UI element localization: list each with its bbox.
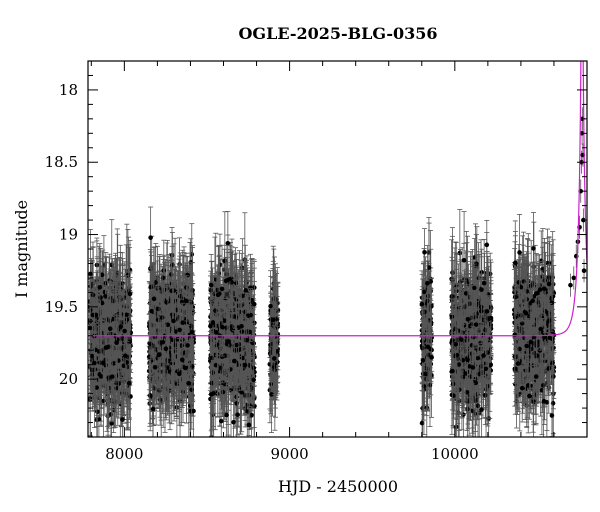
- season-3: [207, 210, 257, 443]
- data-point: [179, 299, 185, 305]
- data-points: [88, 107, 587, 443]
- data-point: [114, 340, 119, 345]
- season-1: [88, 219, 134, 437]
- data-point: [98, 295, 103, 300]
- data-point: [188, 408, 193, 414]
- data-point: [107, 326, 113, 332]
- data-point: [98, 374, 104, 379]
- data-point: [159, 315, 165, 320]
- data-point: [122, 328, 127, 334]
- season-2: [146, 206, 197, 437]
- data-point: [186, 381, 191, 386]
- data-point: [170, 337, 175, 343]
- data-point: [149, 308, 155, 314]
- data-point: [166, 358, 171, 364]
- data-point: [156, 352, 162, 358]
- data-point: [127, 291, 133, 297]
- data-point: [109, 374, 115, 379]
- data-point: [148, 341, 154, 347]
- data-point: [185, 343, 190, 348]
- data-point: [88, 325, 93, 331]
- data-point: [226, 438, 231, 443]
- data-point: [109, 421, 114, 426]
- data-point: [126, 380, 132, 386]
- chart-title: OGLE-2025-BLG-0356: [238, 24, 437, 43]
- data-point: [153, 280, 159, 285]
- data-point: [188, 323, 194, 329]
- data-point: [177, 371, 182, 377]
- data-point: [179, 357, 185, 363]
- data-point: [148, 235, 153, 240]
- data-point: [157, 397, 163, 402]
- data-point: [156, 306, 161, 312]
- data-point: [88, 271, 93, 277]
- data-point: [184, 298, 189, 304]
- data-point: [148, 284, 154, 290]
- data-point: [118, 324, 124, 329]
- data-point: [189, 329, 195, 335]
- data-point: [163, 346, 169, 352]
- data-point: [189, 387, 194, 393]
- data-point: [178, 294, 183, 299]
- data-point: [95, 409, 100, 415]
- data-point: [165, 322, 171, 328]
- data-point: [147, 393, 153, 398]
- data-point: [99, 300, 105, 306]
- data-point: [179, 343, 184, 348]
- data-point: [124, 312, 129, 318]
- data-point: [150, 406, 156, 412]
- data-point: [127, 339, 133, 345]
- data-point: [123, 353, 128, 359]
- data-point: [177, 327, 182, 333]
- data-point: [146, 354, 152, 360]
- data-point: [97, 284, 103, 290]
- data-point: [89, 353, 95, 359]
- data-point: [94, 385, 99, 390]
- data-point: [183, 365, 188, 371]
- data-point: [185, 272, 190, 278]
- data-point: [160, 339, 166, 345]
- data-point: [151, 296, 157, 302]
- data-point: [152, 364, 158, 370]
- data-point: [161, 268, 167, 273]
- data-point: [100, 360, 106, 366]
- data-point: [102, 289, 108, 295]
- data-point: [171, 318, 176, 324]
- data-point: [121, 363, 127, 369]
- data-point: [92, 360, 97, 366]
- data-point: [124, 360, 130, 365]
- data-point: [120, 417, 125, 422]
- data-point: [180, 320, 186, 325]
